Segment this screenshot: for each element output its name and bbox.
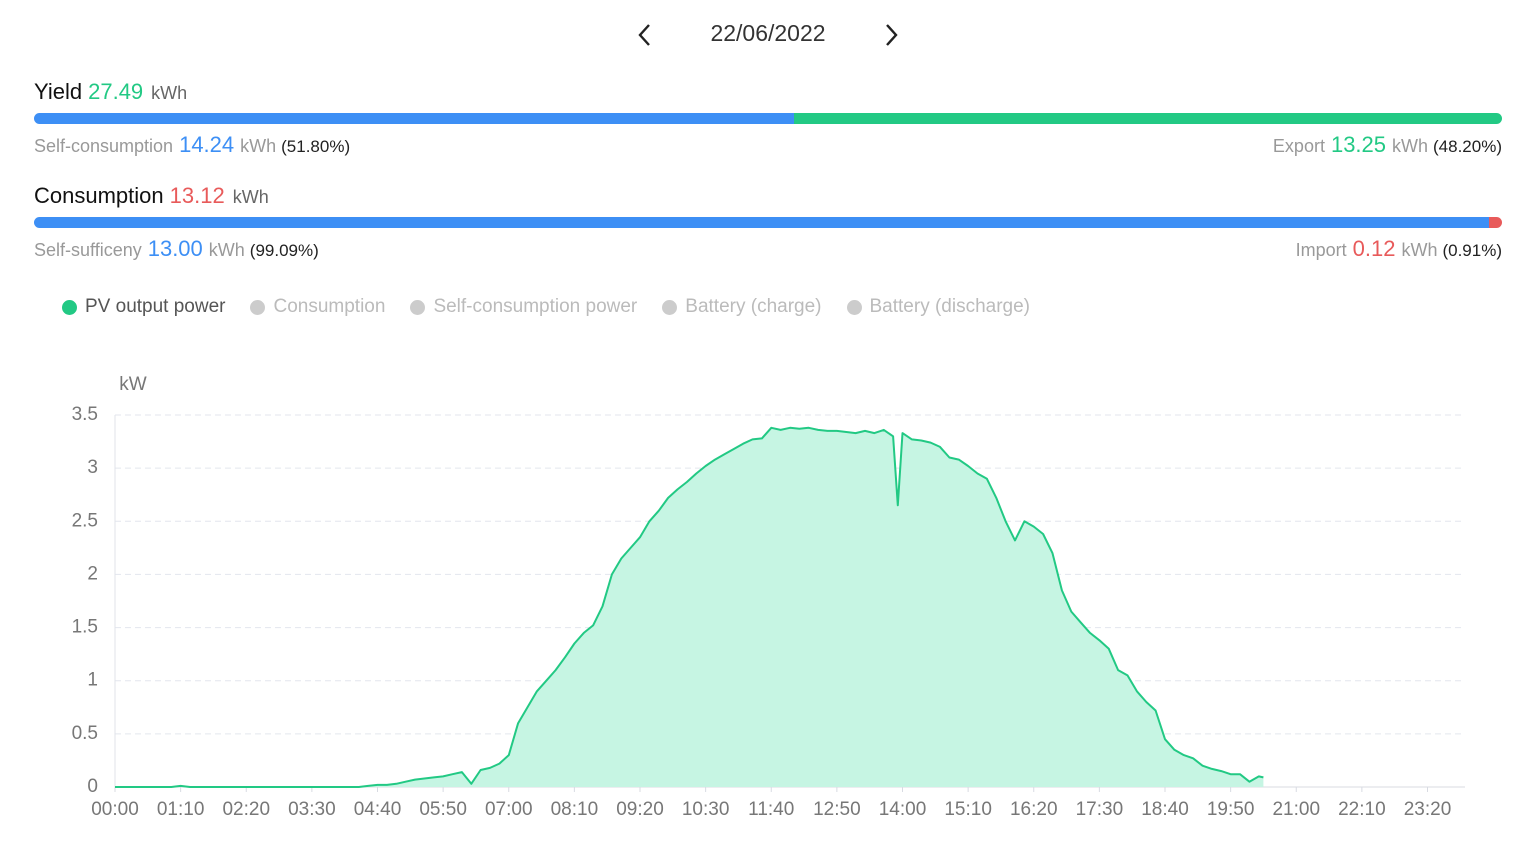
x-tick-label: 21:00 xyxy=(1272,799,1320,820)
legend-dot xyxy=(846,299,862,315)
share-value: 13.00 xyxy=(147,236,203,261)
y-tick-label: 3 xyxy=(87,457,98,478)
x-tick-label: 11:40 xyxy=(748,799,794,820)
y-tick-label: 1 xyxy=(87,670,98,691)
chart: kW 0 0.5 1 1.5 2 2.5 3 3.5 00:00 01:10 02:20 03:30 0… xyxy=(72,374,1465,820)
bar-segment xyxy=(34,217,1489,228)
bar-segment xyxy=(794,113,1502,124)
x-tick-label: 10:30 xyxy=(682,799,730,820)
title-unit: kWh xyxy=(232,187,269,207)
section-title: Yield 27.49 kWh xyxy=(34,79,187,105)
title-label: Consumption xyxy=(34,183,164,208)
y-tick-label: 2.5 xyxy=(72,510,98,531)
area-fill xyxy=(115,427,1264,787)
next-day[interactable] xyxy=(880,22,902,48)
legend-dot xyxy=(662,299,678,315)
x-tick-label: 15:10 xyxy=(944,799,992,820)
x-tick-label: 02:20 xyxy=(222,799,270,820)
x-tick-label: 22:10 xyxy=(1338,799,1386,820)
date: 22/06/2022 xyxy=(710,20,826,46)
legend-item[interactable]: Self-consumption power xyxy=(410,296,637,318)
share-label: Self-sufficeny 13.00 kWh (99.09%) xyxy=(34,236,319,262)
y-tick-label: 3.5 xyxy=(72,404,98,425)
share-label: Import 0.12 kWh (0.91%) xyxy=(1296,236,1502,262)
bar-segment xyxy=(34,113,795,124)
legend-label: Battery (charge) xyxy=(685,296,822,317)
x-tick-label: 03:30 xyxy=(288,799,336,820)
x-tick-label: 14:00 xyxy=(879,799,927,820)
x-tick-label: 07:00 xyxy=(485,799,533,820)
title-unit: kWh xyxy=(151,83,188,103)
section-title: Consumption 13.12 kWh xyxy=(34,183,269,209)
line xyxy=(115,426,1264,788)
x-tick-label: 05:50 xyxy=(419,799,467,820)
x-tick-label: 12:50 xyxy=(813,799,861,820)
share-percent: (99.09%) xyxy=(249,241,319,260)
share-percent: (0.91%) xyxy=(1442,241,1502,260)
legend-label: Battery (discharge) xyxy=(869,296,1031,317)
share-name: Import xyxy=(1295,240,1347,260)
x-tick-label: 17:30 xyxy=(1076,799,1124,820)
y-tick-label: 0.5 xyxy=(72,723,98,744)
share-percent: (48.20%) xyxy=(1433,137,1502,156)
legend-label: Self-consumption power xyxy=(433,296,638,317)
legend-label: PV output power xyxy=(85,296,226,317)
title-label: Yield xyxy=(34,79,83,104)
x-tick-label: 01:10 xyxy=(157,799,205,820)
share-name: Self-sufficeny xyxy=(34,240,142,260)
y-tick-label: 2 xyxy=(87,563,98,584)
share-name: Export xyxy=(1272,136,1325,156)
y-axis-label: kW xyxy=(119,374,147,395)
legend-item[interactable]: PV output power xyxy=(62,296,225,318)
x-tick-label: 00:00 xyxy=(91,799,139,820)
x-tick-label: 23:20 xyxy=(1404,799,1452,820)
x-tick-label: 04:40 xyxy=(354,799,402,820)
legend-dot xyxy=(62,299,77,315)
share-bar xyxy=(34,113,1502,124)
share-value: 0.12 xyxy=(1352,236,1396,261)
share-unit: kWh xyxy=(1392,136,1429,156)
share-label: Self-consumption 14.24 kWh (51.80%) xyxy=(34,132,350,158)
share-value: 14.24 xyxy=(179,132,235,157)
x-tick-label: 09:20 xyxy=(616,799,664,820)
y-tick-label: 0 xyxy=(87,776,98,797)
title-value: 27.49 xyxy=(88,79,144,104)
x-tick-label: 18:40 xyxy=(1141,799,1189,820)
share-percent: (51.80%) xyxy=(281,137,351,156)
legend-item[interactable]: Battery (charge) xyxy=(662,296,822,318)
bar-segment xyxy=(1488,217,1502,228)
x-tick-label: 16:20 xyxy=(1010,799,1058,820)
share-bar xyxy=(34,217,1502,228)
share-label: Export 13.25 kWh (48.20%) xyxy=(1273,132,1502,158)
legend-dot xyxy=(250,299,266,315)
legend: PV output power Consumption Self-consumpti… xyxy=(62,296,1030,318)
y-tick-label: 1.5 xyxy=(72,617,98,638)
x-tick-label: 19:50 xyxy=(1207,799,1255,820)
legend-item[interactable]: Consumption xyxy=(250,296,385,318)
share-value: 13.25 xyxy=(1330,132,1387,157)
title-value: 13.12 xyxy=(169,183,225,208)
legend-label: Consumption xyxy=(273,296,386,317)
legend-dot xyxy=(410,299,426,315)
legend-item[interactable]: Battery (discharge) xyxy=(846,296,1031,318)
share-name: Self-consumption xyxy=(34,136,174,156)
share-unit: kWh xyxy=(208,240,245,260)
prev-day[interactable] xyxy=(634,22,656,48)
share-unit: kWh xyxy=(240,136,277,156)
x-tick-label: 08:10 xyxy=(551,799,599,820)
share-unit: kWh xyxy=(1401,240,1438,260)
